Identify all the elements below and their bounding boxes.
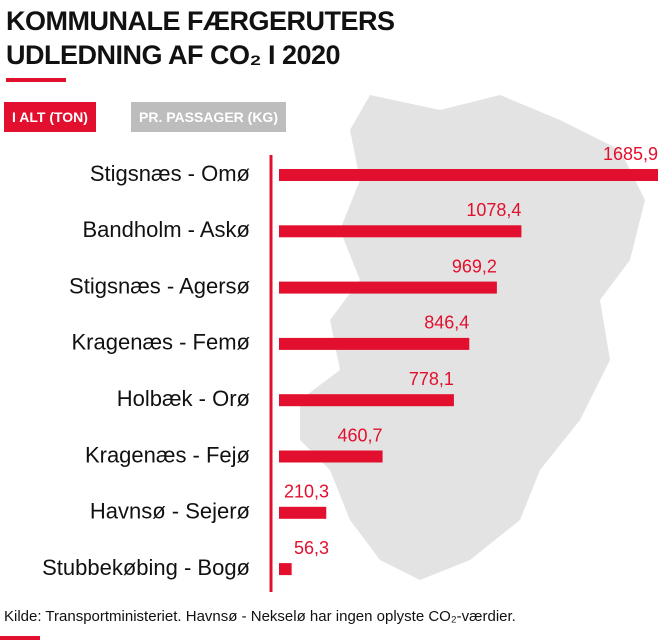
bar [279,337,470,350]
chart-title: KOMMUNALE FÆRGERUTERS UDLEDNING AF CO₂ I… [6,6,395,70]
source-note: Kilde: Transportministeriet. Havnsø - Ne… [4,608,516,625]
value-label: 56,3 [294,538,329,558]
bar [279,281,497,294]
footer-line [0,636,40,640]
bar [279,563,292,576]
category-label: Holbæk - Orø [117,386,250,411]
toggle-button[interactable]: PR. PASSAGER (KG) [131,102,286,132]
category-label: Stigsnæs - Agersø [69,273,250,298]
value-label: 969,2 [452,256,497,276]
category-label: Stubbekøbing - Bogø [42,555,250,580]
bar [279,169,658,181]
bar [279,506,327,519]
toggle-button[interactable]: I ALT (TON) [4,102,96,132]
value-label: 460,7 [338,425,383,445]
bar [279,225,522,238]
bar [279,450,383,463]
value-label: 210,3 [284,482,329,502]
category-label: Kragenæs - Fejø [85,442,250,467]
title-underline [6,78,66,82]
value-label: 778,1 [409,369,454,389]
value-label: 1685,9 [603,144,658,164]
category-label: Havnsø - Sejerø [90,499,250,524]
category-label: Stigsnæs - Omø [90,161,250,186]
bar [279,394,454,407]
value-label: 846,4 [424,313,469,333]
category-label: Kragenæs - Femø [72,330,251,355]
category-label: Bandholm - Askø [82,217,250,242]
value-label: 1078,4 [466,200,521,220]
map-background [300,95,645,580]
